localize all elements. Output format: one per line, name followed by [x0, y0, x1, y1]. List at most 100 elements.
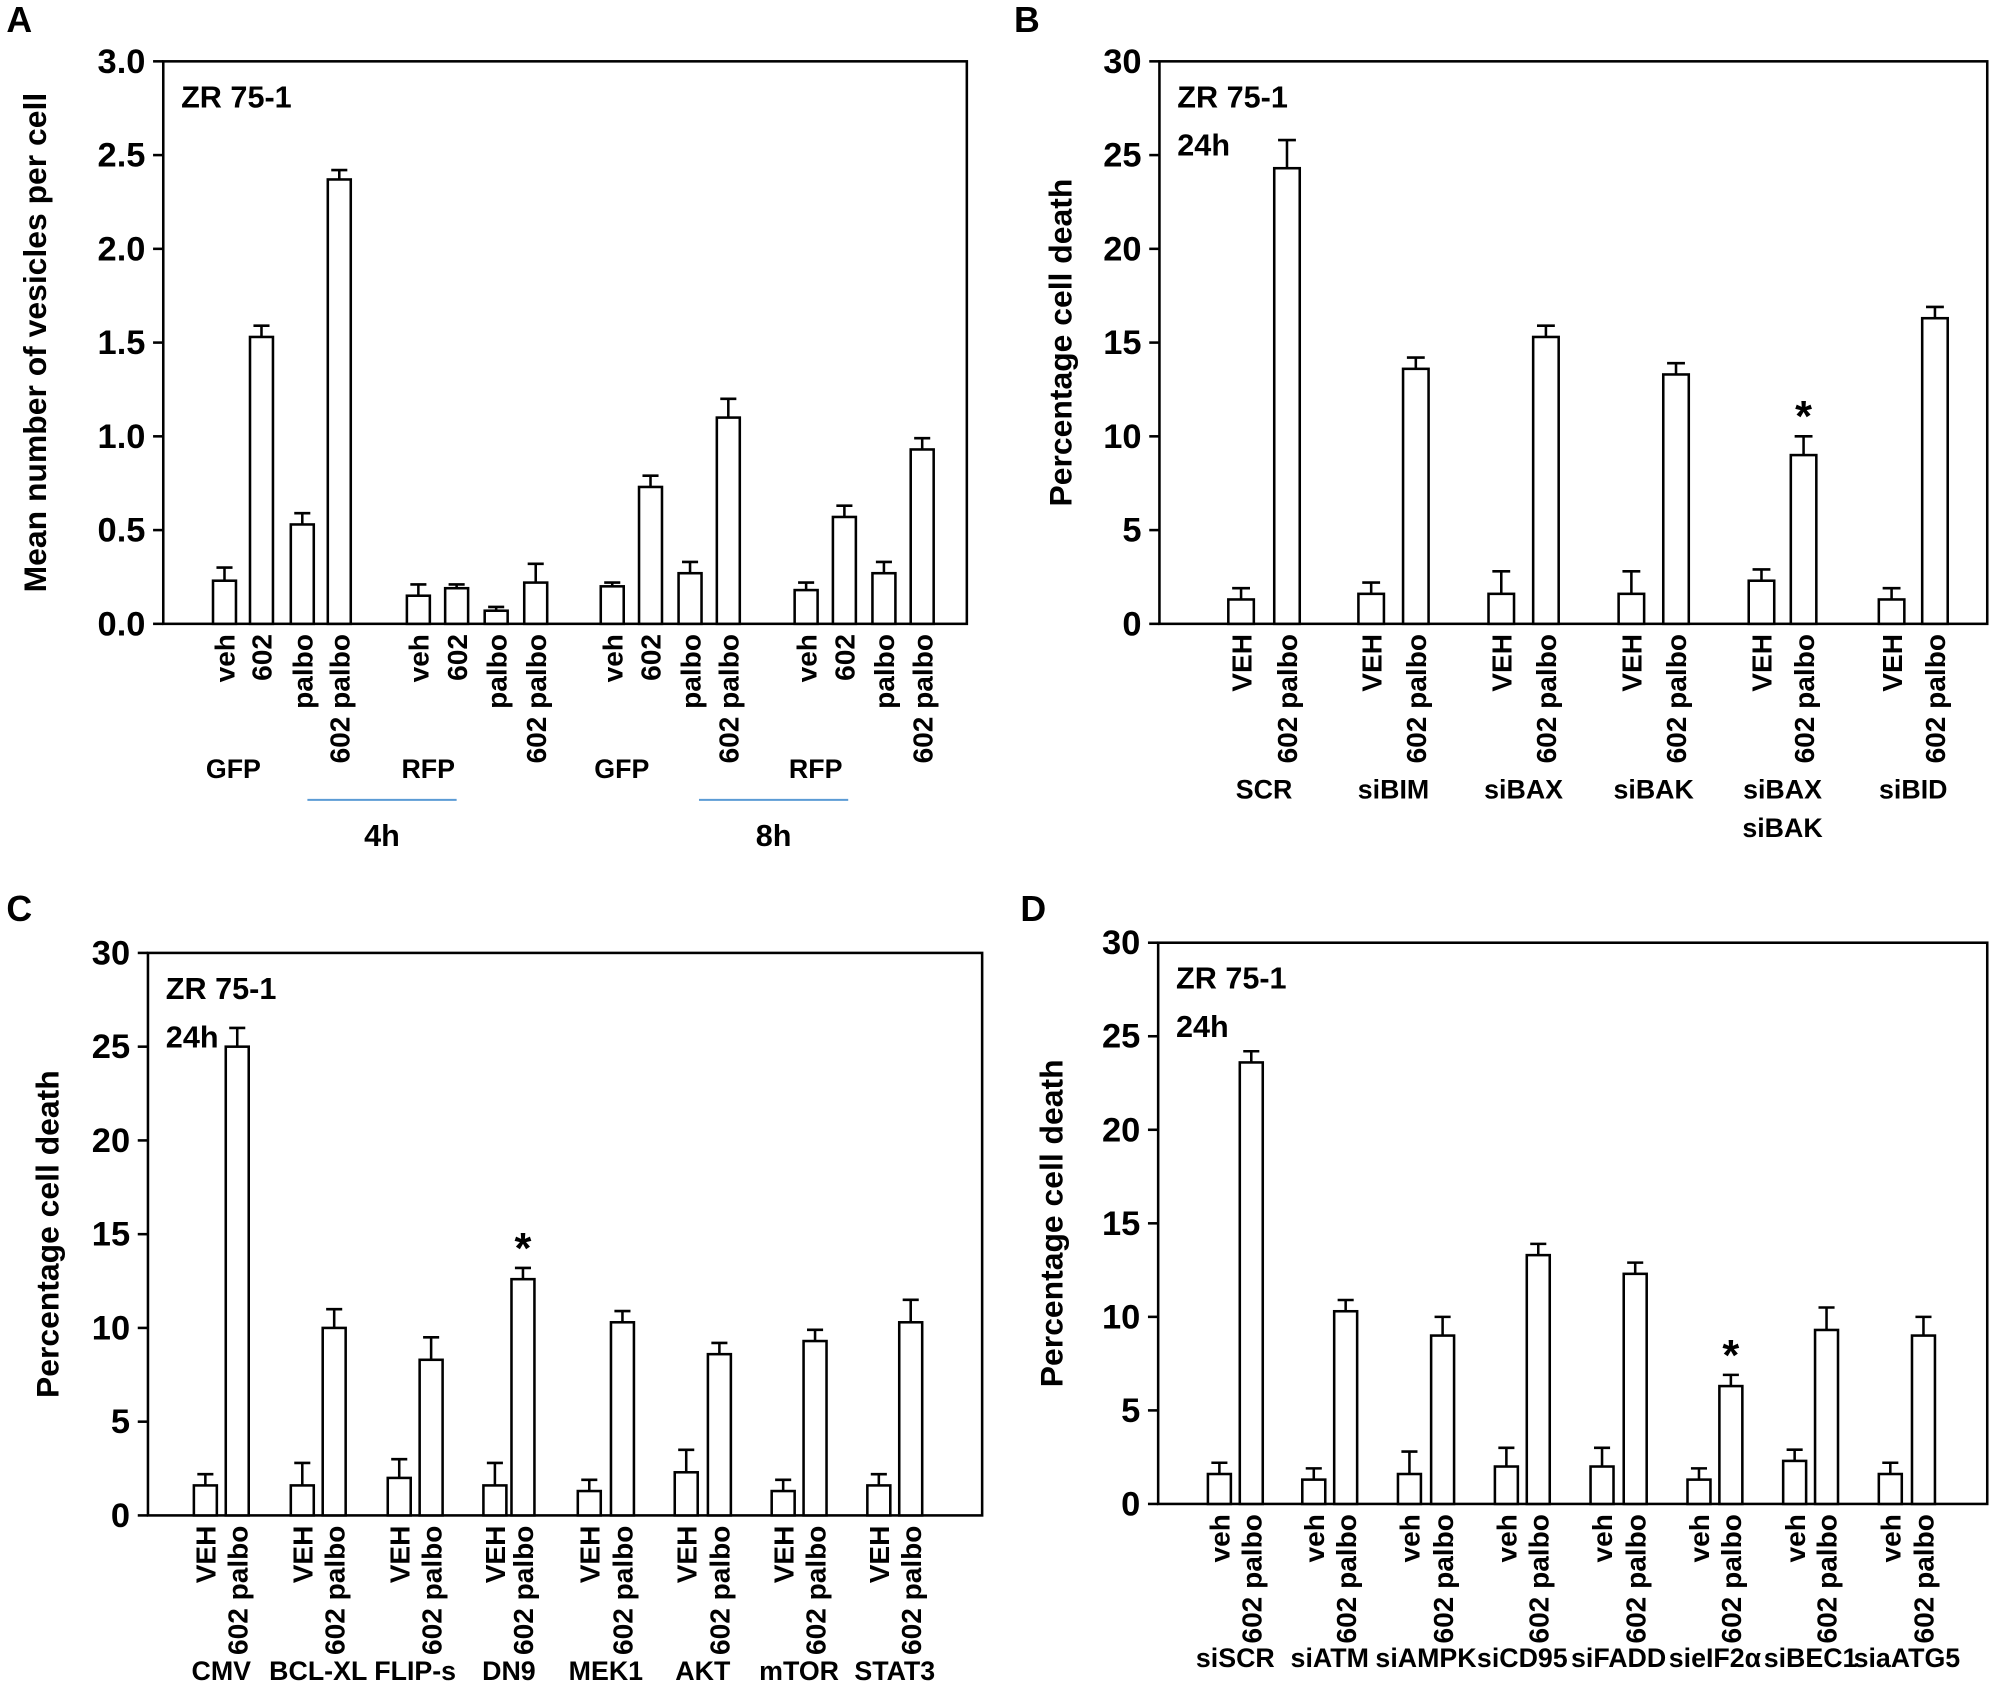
- significance-marker: *: [515, 1225, 532, 1273]
- y-tick-label: 20: [92, 1122, 130, 1160]
- bar: [1789, 453, 1818, 626]
- bar: [909, 448, 935, 626]
- bar: [224, 1045, 250, 1517]
- bar: [1525, 1253, 1552, 1506]
- y-tick-label: 0: [1121, 1485, 1140, 1523]
- y-tick-label: 5: [111, 1403, 130, 1441]
- significance-marker: *: [1722, 1332, 1739, 1380]
- bar: [637, 485, 664, 626]
- bar: [1531, 335, 1560, 626]
- panel-d: D 0 5 10 15 20 25 30 Percentage cell death ZR 75-…: [1020, 889, 1989, 1673]
- panel-letter: A: [6, 0, 32, 40]
- annotation: 24h: [1176, 1010, 1229, 1044]
- bar: [1206, 1472, 1233, 1506]
- group-label: MEK1: [569, 1656, 643, 1686]
- time-group-label: 8h: [756, 819, 792, 853]
- category-label: 602 palbo: [896, 1526, 927, 1655]
- bar: [1238, 1061, 1265, 1506]
- annotation: ZR 75-1: [181, 80, 292, 114]
- group-label: RFP: [789, 754, 843, 784]
- group-label: mTOR: [759, 1656, 839, 1686]
- bar: [1781, 1459, 1808, 1506]
- y-tick-label: 25: [1102, 1018, 1140, 1056]
- bar: [483, 609, 509, 626]
- y-tick-label: 2.0: [98, 230, 146, 268]
- group-label: siaATG5: [1854, 1643, 1961, 1673]
- bar: [1747, 579, 1776, 626]
- bar: [1589, 1465, 1615, 1506]
- y-tick-label: 0.0: [98, 605, 146, 643]
- bar: [443, 586, 470, 626]
- group-label: siBEC1: [1764, 1643, 1858, 1673]
- annotation: ZR 75-1: [1176, 962, 1287, 996]
- group-label: siBID: [1879, 775, 1947, 805]
- bar: [482, 1484, 508, 1517]
- category-label: 602 palbo: [1331, 1514, 1362, 1643]
- y-axis-label: Percentage cell death: [1042, 179, 1078, 507]
- group-label: BCL-XL: [269, 1656, 367, 1686]
- category-label: VEH: [1226, 634, 1257, 692]
- category-label: VEH: [1617, 634, 1648, 692]
- annotation: ZR 75-1: [1177, 80, 1288, 114]
- category-label: 602: [830, 634, 861, 681]
- y-tick-label: 15: [1102, 1205, 1140, 1243]
- bar: [1661, 373, 1691, 626]
- y-tick-label: 30: [92, 934, 130, 972]
- category-label: veh: [1684, 1514, 1715, 1562]
- group-label: SCR: [1236, 775, 1293, 805]
- bar: [211, 579, 238, 626]
- group-label: CMV: [192, 1656, 252, 1686]
- category-label: 602 palbo: [1789, 634, 1820, 763]
- y-axis-label: Percentage cell death: [1034, 1059, 1070, 1387]
- bar: [1301, 1478, 1327, 1506]
- category-label: 602 palbo: [1401, 634, 1432, 763]
- category-label: veh: [597, 634, 628, 682]
- bar: [1487, 592, 1516, 626]
- bar: [1686, 1478, 1712, 1506]
- y-axis-label: Percentage cell death: [30, 1070, 66, 1398]
- bar: [1718, 1384, 1744, 1506]
- bar: [1227, 598, 1256, 626]
- group-label: siFADD: [1571, 1643, 1666, 1673]
- bar: [248, 335, 275, 626]
- group-label: siBAK: [1614, 775, 1695, 805]
- group-label: AKT: [675, 1656, 731, 1686]
- bar: [1617, 592, 1646, 626]
- annotation: ZR 75-1: [166, 972, 277, 1006]
- category-label: veh: [1395, 1514, 1426, 1562]
- bar: [831, 515, 858, 626]
- category-label: 602 palbo: [608, 1526, 639, 1655]
- category-label: veh: [1299, 1514, 1330, 1562]
- category-label: palbo: [869, 634, 900, 709]
- time-group-label: 4h: [364, 819, 400, 853]
- bar: [522, 581, 549, 626]
- panel-a: A 0.0 0.5 1.0 1.5 2.0 2.5 3.0 Mean number of ves…: [6, 0, 969, 853]
- group-label: siBIM: [1358, 775, 1429, 805]
- bar: [1401, 367, 1430, 626]
- bar: [576, 1489, 603, 1517]
- category-label: veh: [1492, 1514, 1523, 1562]
- category-label: 602 palbo: [714, 634, 745, 763]
- bar: [793, 588, 819, 626]
- y-tick-label: 3.0: [98, 43, 146, 81]
- bar: [609, 1321, 636, 1517]
- category-label: 602 palbo: [1920, 634, 1951, 763]
- category-label: VEH: [574, 1526, 605, 1584]
- category-label: 602 palbo: [1428, 1514, 1459, 1643]
- category-label: 602 palbo: [1661, 634, 1692, 763]
- panel-c: C 0 5 10 15 20 25 30 Percentage cell death ZR 75-…: [6, 889, 984, 1686]
- annotation: 24h: [1177, 129, 1230, 163]
- category-label: VEH: [768, 1526, 799, 1584]
- panel-b: B 0 5 10 15 20 25 30 Percentage cell death ZR 75-…: [1014, 0, 1989, 843]
- category-label: 602 palbo: [1236, 1514, 1267, 1643]
- category-label: VEH: [1747, 634, 1778, 692]
- category-label: 602 palbo: [1531, 634, 1562, 763]
- bar: [706, 1352, 733, 1517]
- bar: [677, 571, 703, 626]
- y-tick-label: 5: [1122, 512, 1141, 550]
- category-label: 602 palbo: [800, 1526, 831, 1655]
- category-label: 602 palbo: [1620, 1514, 1651, 1643]
- panel-letter: C: [6, 889, 32, 929]
- category-label: VEH: [671, 1526, 702, 1584]
